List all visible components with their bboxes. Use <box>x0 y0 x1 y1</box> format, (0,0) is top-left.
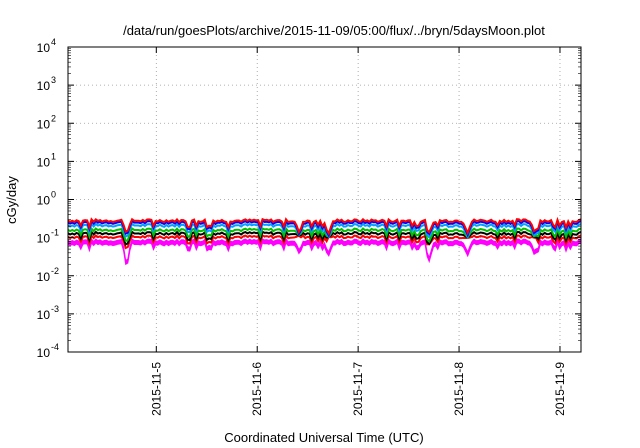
y-tick-label: 10 <box>37 155 51 169</box>
x-tick-label: 2015-11-5 <box>149 362 163 416</box>
y-tick-exponent: 3 <box>51 75 56 85</box>
x-axis-label: Coordinated Universal Time (UTC) <box>224 430 423 445</box>
chart-title: /data/run/goesPlots/archive/2015-11-09/0… <box>123 23 545 38</box>
x-tick-label: 2015-11-9 <box>553 362 567 416</box>
y-tick-exponent: -4 <box>51 342 59 352</box>
y-tick-exponent: 1 <box>51 151 56 161</box>
y-tick-exponent: -2 <box>51 266 59 276</box>
y-tick-label: 10 <box>37 308 51 322</box>
series-line <box>67 229 582 246</box>
series-line <box>67 216 582 236</box>
x-tick-label: 2015-11-7 <box>351 362 365 416</box>
y-tick-exponent: -3 <box>51 304 59 314</box>
y-tick-exponent: 2 <box>51 113 56 123</box>
y-tick-exponent: 4 <box>51 37 56 47</box>
x-axis: 2015-11-5 2015-11-6 2015-11-7 2015-11-8 2015… <box>149 47 567 416</box>
y-tick-label: 10 <box>37 117 51 131</box>
grid <box>68 47 581 352</box>
y-tick-label: 10 <box>37 346 51 360</box>
y-tick-label: 10 <box>37 79 51 93</box>
series-band <box>67 237 582 266</box>
series-group <box>67 216 582 266</box>
y-tick-label: 10 <box>37 41 51 55</box>
x-tick-label: 2015-11-8 <box>452 362 466 416</box>
y-tick-label: 10 <box>37 194 51 208</box>
y-tick-exponent: 0 <box>51 190 56 200</box>
y-axis-label: cGy/day <box>4 176 19 224</box>
series-line <box>67 232 582 250</box>
y-tick-label: 10 <box>37 270 51 284</box>
series-line <box>67 225 582 244</box>
y-tick-exponent: -1 <box>51 228 59 238</box>
x-tick-label: 2015-11-6 <box>250 362 264 416</box>
y-tick-label: 10 <box>37 232 51 246</box>
